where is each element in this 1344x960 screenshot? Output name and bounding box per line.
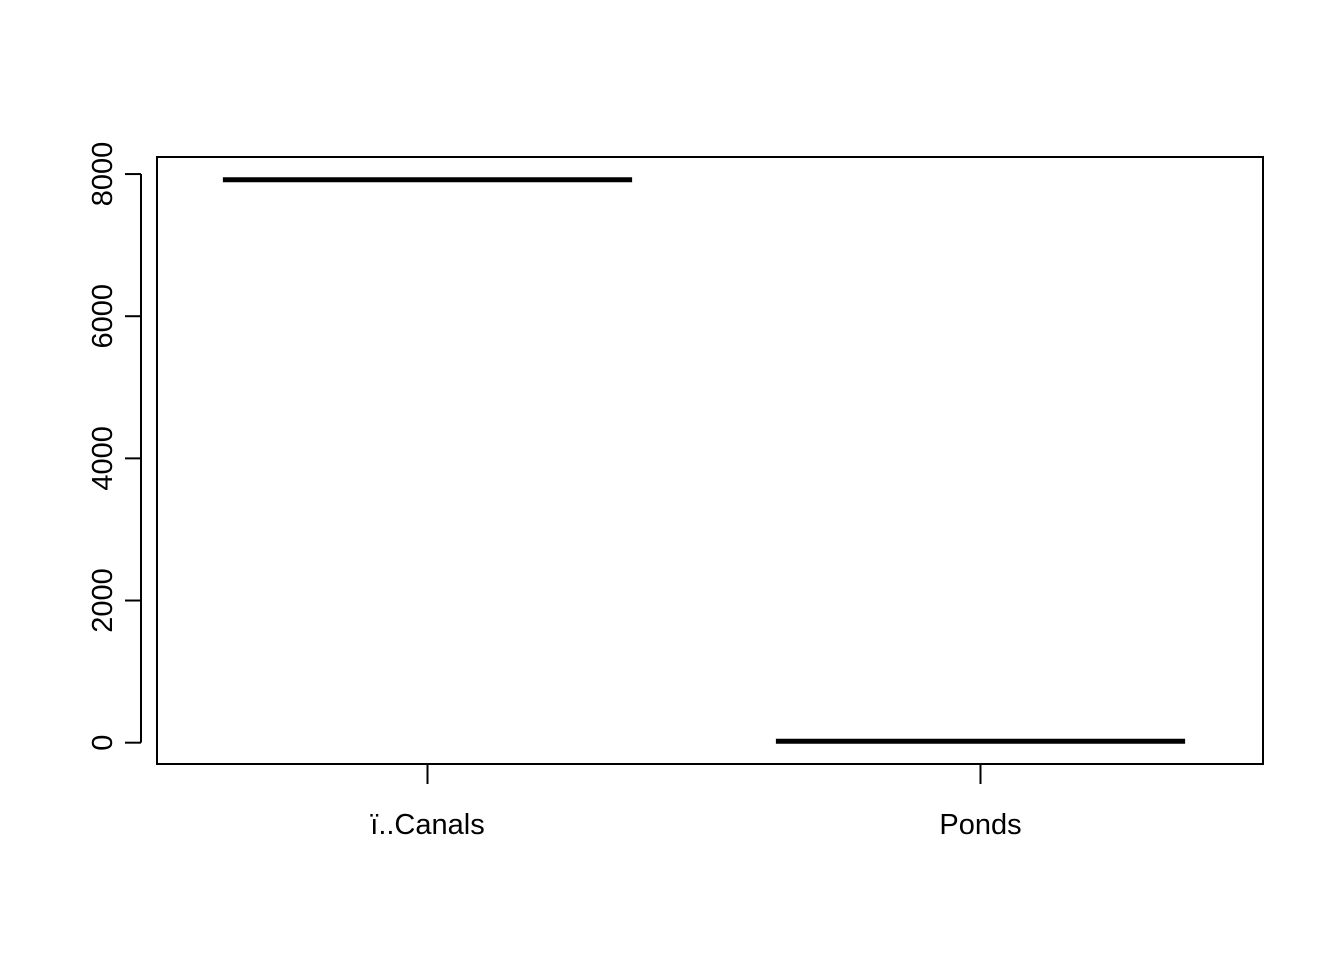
x-axis: ï..Canals Ponds bbox=[370, 764, 1022, 841]
x-tick-label: ï..Canals bbox=[370, 809, 484, 841]
y-tick-label: 6000 bbox=[87, 284, 119, 349]
median-lines bbox=[222, 177, 1186, 744]
y-tick-label: 4000 bbox=[87, 426, 119, 491]
y-tick-label: 0 bbox=[87, 735, 119, 751]
y-tick-label: 8000 bbox=[87, 142, 119, 207]
plot-frame bbox=[156, 156, 1264, 765]
x-tick-label: Ponds bbox=[939, 809, 1021, 841]
y-axis: 0 2000 4000 6000 8000 bbox=[87, 142, 142, 751]
y-tick-label: 2000 bbox=[87, 568, 119, 633]
